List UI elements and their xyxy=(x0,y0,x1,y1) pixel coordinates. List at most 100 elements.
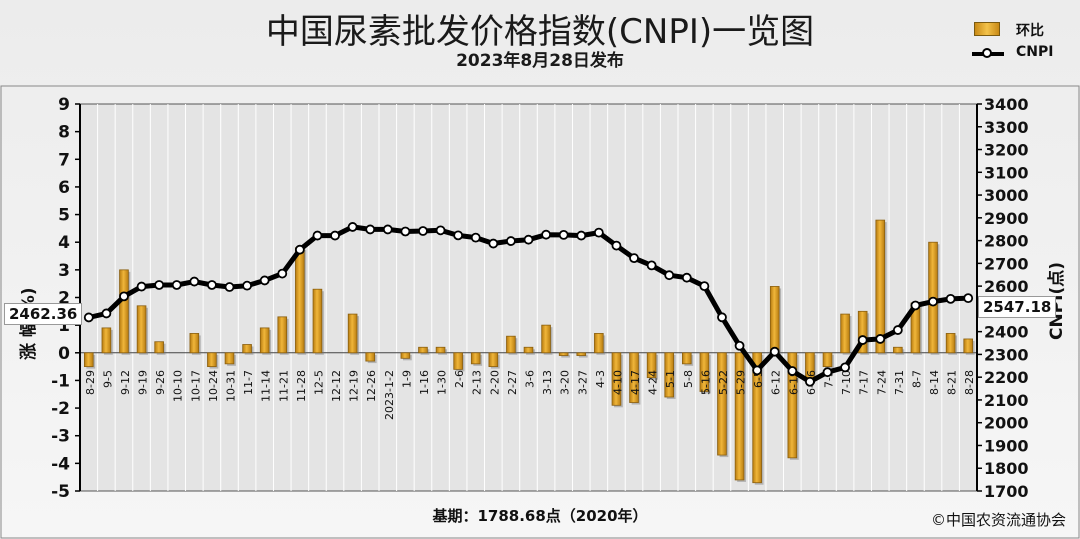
cnpi-point xyxy=(347,222,358,232)
x-tick-label: 5-8 xyxy=(682,370,695,388)
cnpi-point xyxy=(189,276,200,287)
y-tick-label-left: 2 xyxy=(58,289,70,309)
bar-shadow xyxy=(578,354,588,358)
bar-shadow xyxy=(561,354,571,358)
cnpi-point xyxy=(506,236,516,246)
cnpi-point xyxy=(418,226,428,236)
cnpi-point xyxy=(752,365,763,376)
x-tick-label: 2-27 xyxy=(506,370,519,395)
x-tick-label: 9-26 xyxy=(154,370,167,395)
bar-mark xyxy=(576,352,587,356)
x-tick-label: 12-12 xyxy=(330,370,343,402)
y-tick-label-right: 2600 xyxy=(984,277,1029,296)
x-tick-label: 4-17 xyxy=(629,370,642,395)
bar-mark xyxy=(893,346,903,354)
x-tick-label: 8-29 xyxy=(84,370,97,395)
cnpi-point xyxy=(629,253,639,264)
y-tick-label-right: 1800 xyxy=(984,459,1029,478)
cnpi-point xyxy=(541,229,551,240)
baseline-note: 基期：1788.68点（2020年） xyxy=(432,507,648,525)
bar-mark xyxy=(717,352,727,456)
cnpi-point xyxy=(242,280,252,291)
bar-mark xyxy=(207,352,217,368)
cnpi-point xyxy=(453,230,464,241)
cnpi-point xyxy=(312,230,323,241)
callout-first-value: 2462.36 xyxy=(4,303,83,326)
x-tick-label: 7-24 xyxy=(875,370,888,395)
cnpi-point xyxy=(558,229,569,240)
x-tick-label: 2-13 xyxy=(471,370,484,395)
x-tick-label: 8-28 xyxy=(963,370,976,395)
y-tick-label-left: 8 xyxy=(58,123,70,143)
cnpi-point xyxy=(277,268,288,279)
cnpi-point xyxy=(892,325,903,335)
legend-item-bar: 环比 xyxy=(972,18,1076,42)
legend: 环比 CNPI xyxy=(972,18,1076,66)
cnpi-point xyxy=(119,291,129,302)
bar-mark xyxy=(699,352,710,392)
cnpi-point xyxy=(224,282,235,292)
bar-mark xyxy=(277,316,288,354)
bar-mark xyxy=(594,333,604,354)
x-tick-label: 11-7 xyxy=(242,370,255,395)
cnpi-point xyxy=(857,335,868,345)
y-tick-label-left: -4 xyxy=(51,454,70,474)
bar-mark xyxy=(875,219,886,354)
callout-last-value: 2547.18 xyxy=(978,296,1057,319)
cnpi-point xyxy=(928,296,938,307)
bar-mark xyxy=(365,352,376,362)
cnpi-point xyxy=(805,376,815,387)
y-tick-label-left: 5 xyxy=(58,206,70,226)
x-tick-label: 10-17 xyxy=(189,370,202,402)
y-tick-label-left: -1 xyxy=(51,371,70,391)
y-tick-label-left: 6 xyxy=(58,178,70,198)
y-tick-label-right: 3300 xyxy=(984,118,1029,137)
bar-mark xyxy=(488,352,499,368)
bar-mark xyxy=(435,346,446,354)
bar-mark xyxy=(646,352,657,379)
x-tick-label: 4-10 xyxy=(611,370,624,395)
cnpi-point xyxy=(646,260,657,271)
x-tick-label: 7-17 xyxy=(858,370,871,395)
bar-mark xyxy=(787,352,798,459)
cnpi-point xyxy=(435,225,446,236)
cnpi-point xyxy=(769,346,780,357)
y-tick-label-right: 2300 xyxy=(984,345,1029,364)
bar-mark xyxy=(963,338,974,354)
x-tick-label: 2-6 xyxy=(453,370,466,388)
cnpi-point xyxy=(822,367,833,378)
cnpi-point xyxy=(576,230,587,241)
bar-mark xyxy=(734,352,745,481)
cnpi-point xyxy=(470,232,481,243)
cnpi-point xyxy=(83,312,94,323)
cnpi-point xyxy=(294,244,305,255)
bar-mark xyxy=(453,352,463,370)
bar-mark xyxy=(611,352,622,406)
x-tick-label: 5-29 xyxy=(735,370,748,395)
chart-subtitle: 2023年8月28日发布 xyxy=(456,51,624,71)
x-tick-label: 10-31 xyxy=(225,370,238,402)
bar-mark xyxy=(224,352,235,365)
x-tick-label: 8-21 xyxy=(946,370,959,395)
bar-mark xyxy=(242,344,252,354)
y-tick-label-left: 0 xyxy=(58,344,70,364)
y-tick-label-right: 2700 xyxy=(984,254,1029,273)
x-tick-label: 11-21 xyxy=(277,370,290,402)
bar-mark xyxy=(769,286,780,354)
x-tick-label: 11-28 xyxy=(295,370,308,402)
legend-line-marker xyxy=(982,48,992,58)
bar-mark xyxy=(418,346,428,354)
bar-mark xyxy=(681,352,692,365)
bar-mark xyxy=(664,352,675,398)
x-tick-label: 10-10 xyxy=(172,370,185,402)
y-tick-label-right: 3400 xyxy=(984,95,1029,114)
cnpi-point xyxy=(259,275,270,286)
bar-mark xyxy=(506,335,516,354)
cnpi-point xyxy=(101,308,112,319)
x-tick-label: 7-10 xyxy=(840,370,853,395)
cnpi-point xyxy=(330,230,340,241)
x-tick-label: 12-5 xyxy=(312,370,325,395)
cnpi-point xyxy=(611,240,622,251)
bar-mark xyxy=(945,333,956,354)
